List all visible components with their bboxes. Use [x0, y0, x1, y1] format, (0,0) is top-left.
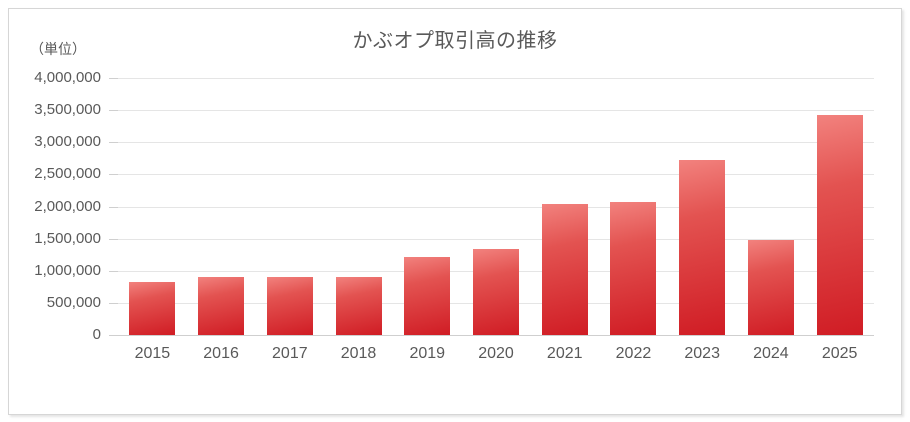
bar-2017[interactable]: [266, 277, 313, 335]
x-axis-label-2022: 2022: [615, 345, 652, 362]
bar-2024[interactable]: [747, 240, 794, 335]
y-axis-tick: [109, 270, 118, 272]
gridline: [118, 78, 874, 79]
bar-2023[interactable]: [679, 160, 726, 335]
y-axis-label: 3,000,000: [34, 133, 101, 151]
bar-2025[interactable]: [816, 115, 863, 335]
y-axis-label: 2,500,000: [34, 165, 101, 183]
x-axis-label-2023: 2023: [684, 345, 720, 362]
y-axis-unit-label: （単位）: [30, 41, 86, 57]
y-axis-tick: [109, 142, 118, 144]
bar-2018[interactable]: [335, 277, 382, 335]
x-axis-line: [109, 335, 874, 336]
y-axis-label: 500,000: [46, 293, 101, 311]
gridline: [118, 206, 874, 208]
y-axis-label: 2,000,000: [34, 197, 101, 215]
y-axis-tick: [109, 238, 118, 240]
x-axis-label-2017: 2017: [272, 345, 308, 362]
y-axis-label: 1,500,000: [34, 229, 101, 247]
x-axis-label-2018: 2018: [340, 345, 377, 362]
x-axis-label-2016: 2016: [203, 345, 239, 362]
y-axis-label: 0: [92, 326, 101, 343]
y-axis-tick: [109, 110, 118, 112]
y-axis-label: 3,500,000: [34, 101, 101, 119]
y-axis-tick: [109, 206, 118, 208]
bar-2022[interactable]: [610, 202, 657, 335]
bar-2021[interactable]: [541, 204, 588, 335]
chart-title: かぶオプ取引高の推移: [352, 30, 558, 52]
gridline: [118, 174, 874, 176]
gridline: [118, 110, 874, 112]
y-axis-tick: [109, 302, 118, 304]
x-axis-label-2025: 2025: [821, 345, 858, 362]
bar-2015[interactable]: [129, 282, 176, 335]
y-axis-label: 1,000,000: [34, 261, 101, 279]
y-axis-label: 4,000,000: [34, 69, 101, 86]
x-axis-label-2019: 2019: [409, 345, 446, 362]
y-axis-tick: [109, 78, 118, 79]
x-axis-label-2015: 2015: [134, 345, 171, 362]
gridline: [118, 142, 874, 144]
gridline: [118, 238, 874, 240]
bar-2020[interactable]: [473, 249, 519, 335]
x-axis-label-2020: 2020: [478, 345, 514, 362]
bar-2019[interactable]: [404, 257, 451, 335]
x-axis-label-2021: 2021: [546, 345, 583, 362]
chart-container: かぶオプ取引高の推移 （単位） 0 500,000 1,000,000 1,500,0…: [8, 8, 902, 415]
x-axis-label-2024: 2024: [753, 345, 789, 362]
y-axis-tick: [109, 174, 118, 176]
bar-2016[interactable]: [198, 277, 245, 335]
